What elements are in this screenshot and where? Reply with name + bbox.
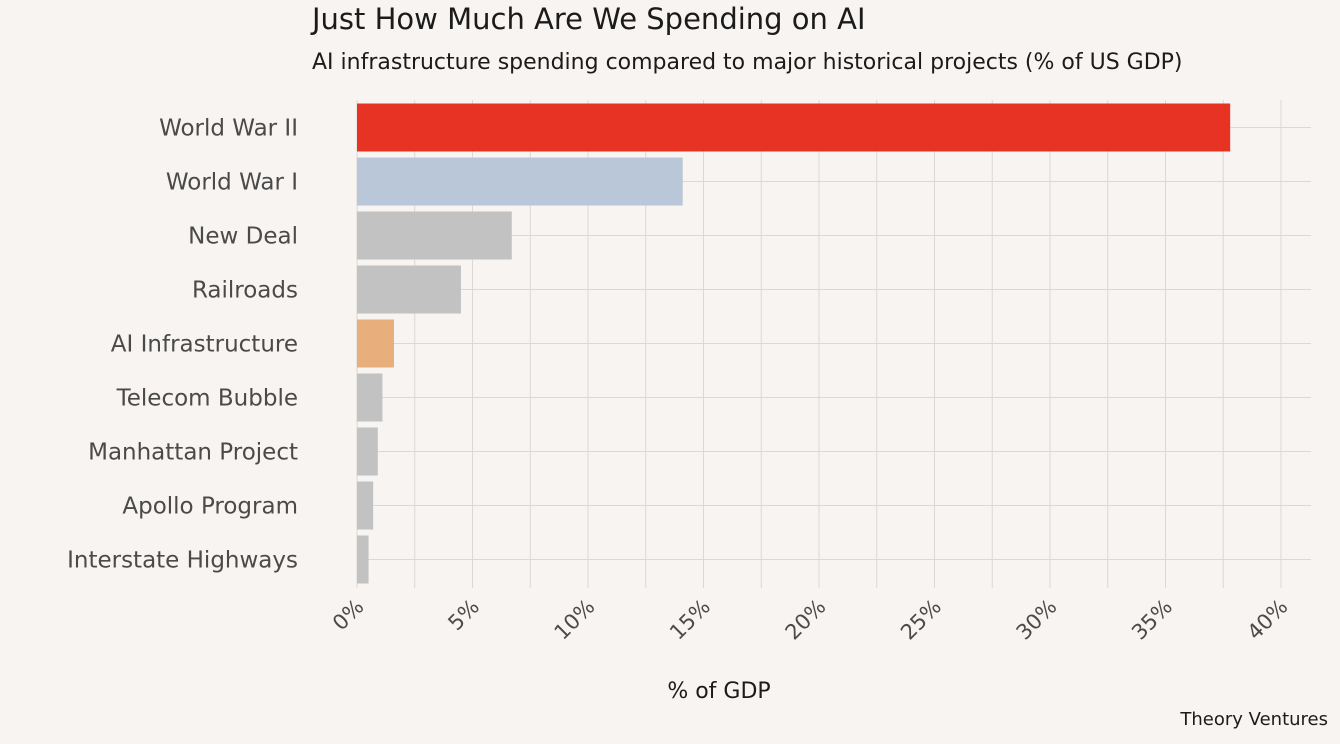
source-credit: Theory Ventures — [1180, 709, 1328, 730]
bar-manhattan-project — [357, 427, 378, 476]
x-tick-label: 25% — [896, 595, 946, 645]
chart-title: Just How Much Are We Spending on AI — [312, 2, 866, 36]
bar-telecom-bubble — [357, 373, 383, 422]
bar-railroads — [357, 265, 461, 314]
x-tick-label: 40% — [1243, 595, 1293, 645]
chart-subtitle: AI infrastructure spending compared to m… — [312, 50, 1183, 75]
category-label: Manhattan Project — [88, 440, 298, 466]
x-axis-title: % of GDP — [667, 679, 770, 704]
x-tick-label: 5% — [443, 595, 484, 636]
bars — [357, 103, 1231, 584]
category-label: AI Infrastructure — [111, 332, 298, 358]
x-tick-labels: 0% 5% 10% 15% 20% 25% 30% 35% 40% — [328, 595, 1293, 645]
category-label: Interstate Highways — [67, 548, 298, 574]
bar-apollo-program — [357, 481, 374, 530]
category-label: Railroads — [192, 278, 298, 304]
bar-ai-infrastructure — [357, 319, 394, 368]
category-label: Telecom Bubble — [116, 386, 298, 412]
x-tick-label: 20% — [781, 595, 831, 645]
category-label: Apollo Program — [122, 494, 298, 520]
x-tick-label: 35% — [1127, 595, 1177, 645]
x-tick-label: 15% — [665, 595, 715, 645]
category-label: New Deal — [188, 224, 298, 250]
category-labels: World War II World War I New Deal Railroads… — [67, 116, 298, 574]
x-tick-label: 0% — [328, 595, 369, 636]
bar-new-deal — [357, 211, 512, 260]
category-label: World War II — [159, 116, 298, 142]
bar-interstate-highways — [357, 535, 369, 584]
x-tick-label: 10% — [550, 595, 600, 645]
x-tick-label: 30% — [1012, 595, 1062, 645]
bar-world-war-ii — [357, 103, 1231, 152]
category-label: World War I — [166, 170, 298, 196]
bar-world-war-i — [357, 157, 683, 206]
